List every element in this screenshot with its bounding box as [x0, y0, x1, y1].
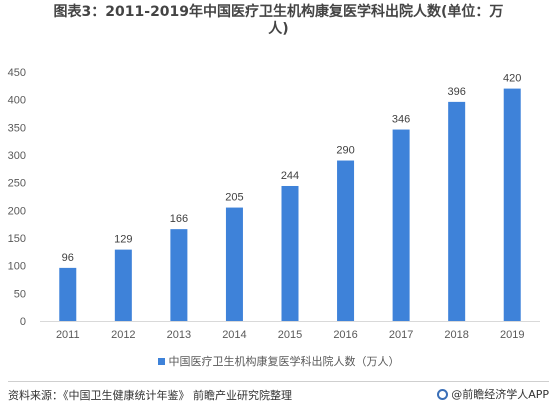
legend: 中国医疗卫生机构康复医学科出院人数（万人）	[0, 353, 557, 369]
x-tick-label-2015: 2015	[278, 329, 302, 341]
x-tick-label-2012: 2012	[111, 329, 135, 341]
x-tick-label-2016: 2016	[333, 329, 357, 341]
data-label-2016: 290	[336, 145, 354, 157]
bar-2016	[337, 160, 355, 321]
brand-logo-icon	[437, 388, 449, 400]
source-note: 资料来源：《中国卫生健康统计年鉴》 前瞻产业研究院整理	[8, 389, 292, 402]
bar-chart: 0 50 100 150 200 250 300 350 400 450 96 129 166 205 2…	[8, 67, 540, 341]
y-tick-label: 0	[20, 316, 26, 328]
legend-swatch	[157, 357, 165, 365]
chart-title: 图表3：2011-2019年中国医疗卫生机构康复医学科出院人数(单位：万 人)	[0, 4, 557, 38]
brand-label: @前瞻经济学人APP	[451, 388, 549, 401]
y-tick-label: 400	[8, 95, 26, 107]
data-label-2018: 396	[447, 86, 465, 98]
data-label-2012: 129	[114, 234, 132, 246]
footer-divider	[8, 381, 549, 382]
y-tick-label: 50	[14, 288, 26, 300]
x-tick-label-2014: 2014	[222, 329, 246, 341]
bar-2017	[392, 129, 410, 321]
y-tick-label: 250	[8, 178, 26, 190]
data-label-2015: 244	[281, 170, 299, 182]
x-axis: 2011 2012 2013 2014 2015 2016 2017 2018 2019	[56, 329, 525, 341]
bar-2018	[448, 101, 466, 321]
bar-2011	[59, 267, 77, 321]
x-tick-label-2011: 2011	[56, 329, 80, 341]
bar-2015	[281, 185, 299, 321]
bar-2014	[225, 207, 243, 321]
x-tick-label-2018: 2018	[444, 329, 468, 341]
legend-label: 中国医疗卫生机构康复医学科出院人数（万人）	[168, 355, 400, 368]
data-label-2013: 166	[170, 213, 188, 225]
bars: 96 129 166 205 244 290 346 396 420	[59, 73, 521, 321]
data-label-2011: 96	[62, 252, 74, 264]
bar-2012	[114, 249, 132, 321]
y-axis: 0 50 100 150 200 250 300 350 400 450	[8, 67, 26, 328]
chart-title-line-1: 图表3：2011-2019年中国医疗卫生机构康复医学科出院人数(单位：万	[53, 4, 504, 20]
chart-title-line-2: 人)	[268, 21, 289, 37]
bar-2013	[170, 229, 188, 321]
y-tick-label: 100	[8, 261, 26, 273]
y-tick-label: 200	[8, 205, 26, 217]
x-tick-label-2019: 2019	[500, 329, 524, 341]
y-tick-label: 300	[8, 150, 26, 162]
y-tick-label: 150	[8, 233, 26, 245]
y-tick-label: 350	[8, 122, 26, 134]
x-tick-label-2013: 2013	[167, 329, 191, 341]
bar-2019	[503, 88, 521, 321]
data-label-2017: 346	[392, 114, 410, 126]
y-tick-label: 450	[8, 67, 26, 79]
brand-credit: @前瞻经济学人APP	[437, 386, 549, 402]
data-label-2014: 205	[225, 192, 243, 204]
data-label-2019: 420	[503, 73, 521, 85]
x-tick-label-2017: 2017	[389, 329, 413, 341]
